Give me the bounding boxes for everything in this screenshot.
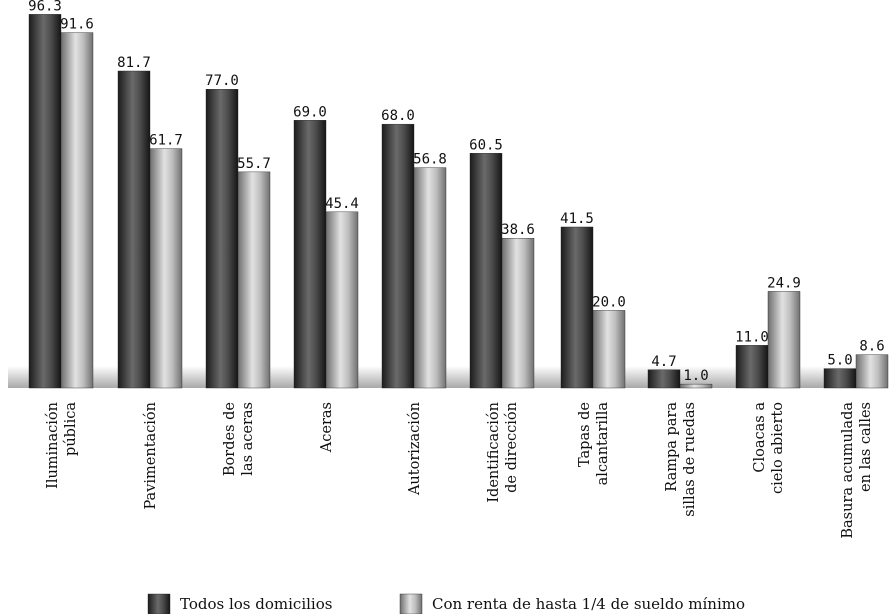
category-label-7: Rampa para sillas de ruedas — [664, 402, 698, 517]
bars-group — [28, 14, 889, 389]
bar-todos-4 — [381, 123, 415, 389]
bar-todos-8 — [735, 345, 769, 389]
value-label-renta-9: 8.6 — [859, 339, 884, 355]
bar-renta-0 — [60, 32, 94, 389]
category-label-4: Autorización — [407, 402, 423, 496]
category-label-line: Cloacas a — [752, 402, 768, 473]
category-label-line: sillas de ruedas — [682, 402, 698, 517]
category-label-line: en las calles — [858, 402, 874, 492]
value-label-renta-7: 1.0 — [683, 368, 708, 384]
category-label-1: Pavimentación — [143, 402, 159, 510]
category-label-line: pública — [63, 402, 79, 456]
bar-renta-9 — [855, 354, 889, 389]
category-label-6: Tapas de alcantarilla — [577, 402, 611, 486]
value-label-renta-5: 38.6 — [501, 222, 535, 238]
value-label-todos-8: 11.0 — [735, 329, 769, 345]
legend-label-todos: Todos los domicilios — [180, 595, 332, 613]
bar-renta-3 — [325, 211, 359, 389]
bar-todos-6 — [560, 226, 594, 389]
value-label-todos-0: 96.3 — [28, 0, 62, 14]
bar-renta-1 — [149, 148, 183, 389]
category-label-9: Basura acumulada en las calles — [840, 402, 874, 539]
value-label-todos-9: 5.0 — [827, 353, 852, 369]
category-label-2: Bordes de las aceras — [222, 402, 256, 476]
value-label-renta-4: 56.8 — [413, 152, 447, 168]
category-label-line: Rampa para — [664, 402, 680, 492]
value-label-todos-2: 77.0 — [205, 73, 239, 89]
category-label-line: Basura acumulada — [840, 402, 856, 539]
category-labels-group: Iluminación pública Pavimentación Bordes de… — [45, 402, 874, 539]
bar-todos-7 — [647, 369, 681, 389]
bar-todos-3 — [293, 120, 327, 389]
value-label-todos-3: 69.0 — [293, 104, 327, 120]
bar-todos-0 — [28, 14, 62, 389]
value-label-todos-7: 4.7 — [651, 354, 676, 370]
bar-renta-6 — [592, 310, 626, 389]
bar-renta-5 — [501, 238, 535, 389]
value-label-renta-2: 55.7 — [237, 156, 271, 172]
value-label-renta-1: 61.7 — [149, 133, 183, 149]
category-label-line: Identificación — [486, 402, 502, 503]
value-label-renta-3: 45.4 — [325, 196, 359, 212]
bar-todos-2 — [205, 89, 239, 389]
value-label-todos-5: 60.5 — [469, 137, 503, 153]
category-label-line: Bordes de — [222, 402, 238, 476]
value-label-todos-4: 68.0 — [381, 108, 415, 124]
bar-todos-5 — [469, 153, 503, 389]
legend-label-renta: Con renta de hasta 1/4 de sueldo mínimo — [432, 595, 745, 613]
bar-todos-9 — [823, 368, 857, 389]
bar-renta-8 — [767, 291, 801, 389]
category-label-line: de dirección — [504, 402, 520, 493]
value-label-renta-6: 20.0 — [592, 294, 626, 310]
legend: Todos los domicilios Con renta de hasta 1… — [147, 593, 745, 614]
bar-renta-4 — [413, 167, 447, 389]
category-label-8: Cloacas a cielo abierto — [752, 402, 786, 494]
category-label-line: Iluminación — [45, 402, 61, 489]
category-label-line: las aceras — [240, 402, 256, 476]
category-label-line: Autorización — [407, 402, 423, 496]
category-label-3: Aceras — [319, 402, 335, 453]
value-label-renta-0: 91.6 — [60, 17, 94, 33]
value-label-todos-1: 81.7 — [117, 55, 151, 71]
category-label-line: Pavimentación — [143, 402, 159, 510]
bar-renta-7 — [679, 383, 713, 389]
legend-swatch-renta — [399, 593, 423, 614]
value-labels-group: 96.3 91.6 81.7 61.7 77.0 55.7 69.0 45.4 68.0 56.8… — [28, 0, 885, 384]
category-label-0: Iluminación pública — [45, 402, 79, 489]
bar-todos-1 — [117, 70, 151, 389]
category-label-line: cielo abierto — [770, 402, 786, 494]
category-label-line: Aceras — [319, 402, 335, 453]
category-label-line: alcantarilla — [595, 402, 611, 486]
value-label-renta-8: 24.9 — [767, 275, 801, 291]
value-label-todos-6: 41.5 — [560, 211, 594, 227]
category-label-line: Tapas de — [577, 402, 593, 467]
legend-swatch-todos — [147, 593, 171, 614]
category-label-5: Identificación de dirección — [486, 402, 520, 503]
bar-renta-2 — [237, 171, 271, 389]
